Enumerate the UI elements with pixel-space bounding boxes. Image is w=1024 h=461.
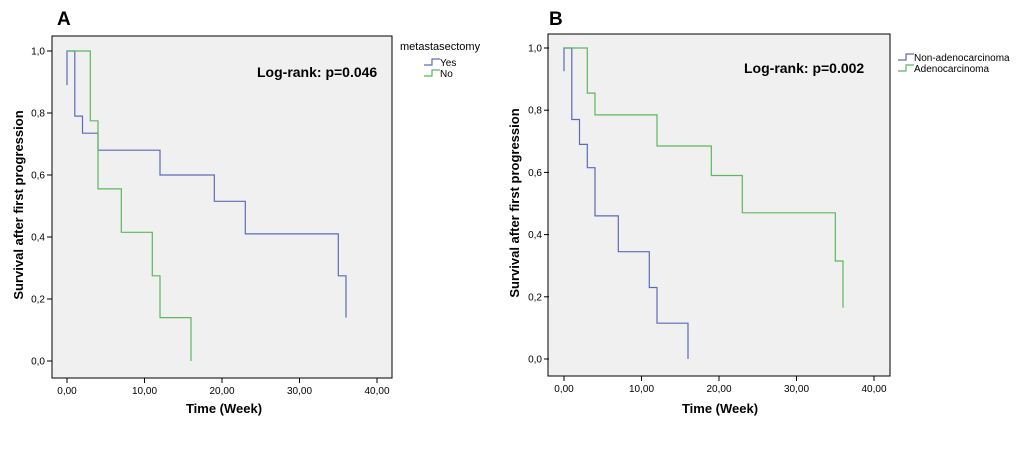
panel-b-logrank-annotation: Log-rank: p=0.002: [744, 60, 864, 76]
x-tick-label: 20,00: [706, 384, 731, 395]
panel-b-x-ticks: 0,00 10,00 20,00 30,00 40,00: [554, 376, 887, 395]
legend-swatch: [424, 69, 440, 77]
panel-a-legend-title: metastasectomy: [400, 41, 481, 53]
panel-a-x-ticks: 0,00 10,00 20,00 30,00 40,00: [57, 378, 390, 397]
x-tick-label: 0,00: [57, 386, 77, 397]
panel-a-logrank-annotation: Log-rank: p=0.046: [257, 64, 377, 80]
y-tick-label: 0,2: [528, 292, 542, 303]
panel-a-plot-area: [51, 35, 393, 379]
panel-b-y-axis-title: Survival after first progression: [507, 108, 522, 297]
y-tick-label: 0,6: [528, 168, 542, 179]
y-tick-label: 1,0: [528, 44, 542, 55]
y-tick-label: 0,2: [31, 295, 45, 306]
y-tick-label: 0,4: [528, 230, 542, 241]
x-tick-label: 0,00: [554, 384, 574, 395]
legend-swatch: [898, 64, 914, 72]
survival-curve-adenocarcinoma: [564, 47, 844, 308]
x-tick-label: 30,00: [287, 386, 312, 397]
y-tick-label: 0,8: [528, 106, 542, 117]
panel-a-y-ticks: 0,0 0,2 0,4 0,6 0,8 1,0: [31, 47, 52, 368]
panel-a-x-axis-title: Time (Week): [186, 401, 262, 416]
legend-swatch: [898, 53, 914, 61]
y-tick-label: 1,0: [31, 47, 45, 58]
legend-label: Non-adenocarcinoma: [914, 53, 1010, 64]
legend-label: No: [440, 69, 453, 80]
y-tick-label: 0,6: [31, 171, 45, 182]
panel-b-letter: B: [549, 9, 563, 30]
panel-a-letter: A: [57, 9, 71, 30]
panel-b: B 0,0 0,2 0,4 0,6 0,8 1,0 0,00 10,00 20,00 30,00…: [507, 9, 1010, 416]
y-tick-label: 0,8: [31, 109, 45, 120]
panel-a-y-axis-title: Survival after first progression: [11, 110, 26, 299]
panel-b-y-ticks: 0,0 0,2 0,4 0,6 0,8 1,0: [528, 44, 549, 366]
survival-curve-non-adenocarcinoma: [563, 47, 689, 359]
y-tick-label: 0,0: [528, 355, 542, 366]
x-tick-label: 30,00: [784, 384, 809, 395]
x-tick-label: 40,00: [861, 384, 886, 395]
survival-curve-yes: [66, 50, 347, 318]
x-tick-label: 10,00: [629, 384, 654, 395]
x-tick-label: 40,00: [364, 386, 389, 397]
y-tick-label: 0,0: [31, 357, 45, 368]
y-tick-label: 0,4: [31, 233, 45, 244]
panel-a: A 0,0 0,2 0,4 0,6 0,8 1,0 0,00 10,00 20,00 30,00…: [11, 9, 481, 416]
panel-a-series-lines: [66, 50, 347, 361]
legend-swatch: [424, 58, 440, 66]
panel-b-x-axis-title: Time (Week): [682, 401, 758, 416]
x-tick-label: 20,00: [209, 386, 234, 397]
x-tick-label: 10,00: [132, 386, 157, 397]
panel-b-plot-area: [547, 33, 891, 377]
legend-label: Yes: [440, 58, 456, 69]
survival-curve-no: [67, 50, 192, 361]
panel-b-series-lines: [563, 47, 844, 359]
legend-label: Adenocarcinoma: [914, 64, 989, 75]
